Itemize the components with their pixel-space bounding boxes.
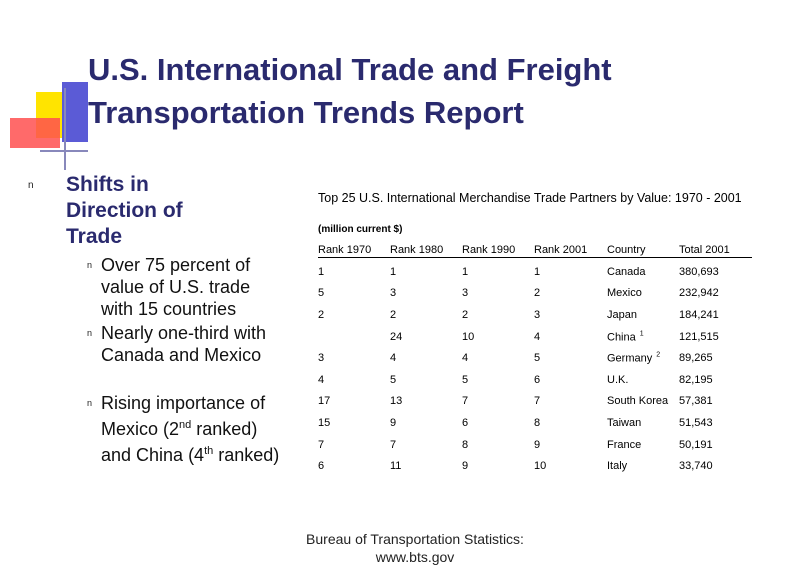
table-cell: 7 [462,395,469,407]
table-cell: 4 [462,352,469,364]
table-cell: 5 [534,352,541,364]
table-cell: 3 [390,287,397,299]
table-cell: 4 [318,374,325,386]
table-cell: 13 [390,395,403,407]
table-cell: Germany 2 [607,351,661,365]
table-cell: 15 [318,417,331,429]
column-header: Country [607,244,646,256]
table-cell: 7 [534,395,541,407]
deco-blue [62,82,88,142]
table-cell: U.K. [607,374,629,386]
sub-bullet: Over 75 percent of value of U.S. trade w… [101,254,281,320]
table-cell: 7 [318,439,325,451]
table-cell: 1 [534,266,541,278]
table-cell: 380,693 [679,266,719,278]
table-cell: Taiwan [607,417,642,429]
table-cell: 82,195 [679,374,713,386]
table-cell: 6 [318,460,325,472]
title: Transportation Trends Report [88,95,524,130]
deco-line [64,88,66,170]
table-cell: 10 [462,331,475,343]
deco-red [10,118,60,148]
table-cell: 3 [534,309,541,321]
table-cell: China 1 [607,330,644,344]
footer: www.bts.gov [375,549,455,565]
table-subtitle: (million current $) [318,224,403,235]
table-cell: 89,265 [679,352,713,364]
table-cell: 9 [390,417,397,429]
column-header: Rank 2001 [534,244,588,256]
table-cell: 6 [534,374,541,386]
sub-bullet: Nearly one-third with Canada and Mexico [101,322,281,366]
header-rule [318,257,752,258]
superscript: nd [179,419,192,431]
table-cell: 33,740 [679,460,713,472]
text: ranked) and China (4 [101,419,258,465]
table-cell: 1 [318,266,325,278]
column-header: Total 2001 [679,244,730,256]
table-cell: 51,543 [679,417,713,429]
bullet: n [87,398,93,408]
table-title: Top 25 U.S. International Merchandise Tr… [318,191,742,205]
footnote-mark: 1 [639,330,644,338]
table-cell: 1 [390,266,397,278]
title: U.S. International Trade and Freight [88,52,612,87]
table-cell: 17 [318,395,331,407]
bullet: n [87,260,93,270]
table-cell: Canada [607,266,646,278]
column-header: Rank 1990 [462,244,516,256]
bullet: n [87,328,93,338]
table-cell: 1 [462,266,469,278]
footnote-mark: 2 [656,351,661,359]
table-cell: 11 [390,460,402,472]
table-cell: 3 [462,287,469,299]
superscript: th [204,445,214,457]
text: Rising importance of Mexico (2 [101,393,266,439]
table-cell: 57,381 [679,395,713,407]
table-cell: 6 [462,417,469,429]
table-cell: 5 [318,287,325,299]
column-header: Rank 1970 [318,244,372,256]
text: ranked) [213,445,280,465]
table-cell: 9 [462,460,469,472]
table-cell: Mexico [607,287,642,299]
text: Over 75 percent of value of U.S. trade w… [101,255,251,319]
text: Nearly one-third with Canada and Mexico [101,323,267,365]
table-cell: 2 [318,309,325,321]
table-cell: 4 [534,331,541,343]
bullet: n [28,180,34,191]
table-cell: 2 [462,309,469,321]
table-cell: 24 [390,331,403,343]
table-cell: 232,942 [679,287,719,299]
table-cell: 3 [318,352,325,364]
table-cell: 2 [390,309,397,321]
table-cell: 8 [534,417,541,429]
table-cell: 2 [534,287,541,299]
table-cell: Italy [607,460,628,472]
table-cell: 50,191 [679,439,713,451]
table-cell: 10 [534,460,547,472]
table-cell: 8 [462,439,469,451]
table-cell: France [607,439,642,451]
table-cell: 5 [462,374,469,386]
bullet-heading: Shifts in Direction of Trade [66,173,183,248]
column-header: Rank 1980 [390,244,444,256]
table-cell: 4 [390,352,397,364]
table-cell: 5 [390,374,397,386]
table-cell: Japan [607,309,637,321]
sub-bullet: Rising importance of Mexico (2nd ranked)… [101,392,281,466]
table-cell: 9 [534,439,541,451]
table-cell: 121,515 [679,331,719,343]
table-cell: 184,241 [679,309,719,321]
footer: Bureau of Transportation Statistics: [306,531,524,547]
table-cell: South Korea [607,395,669,407]
table-cell: 7 [390,439,397,451]
